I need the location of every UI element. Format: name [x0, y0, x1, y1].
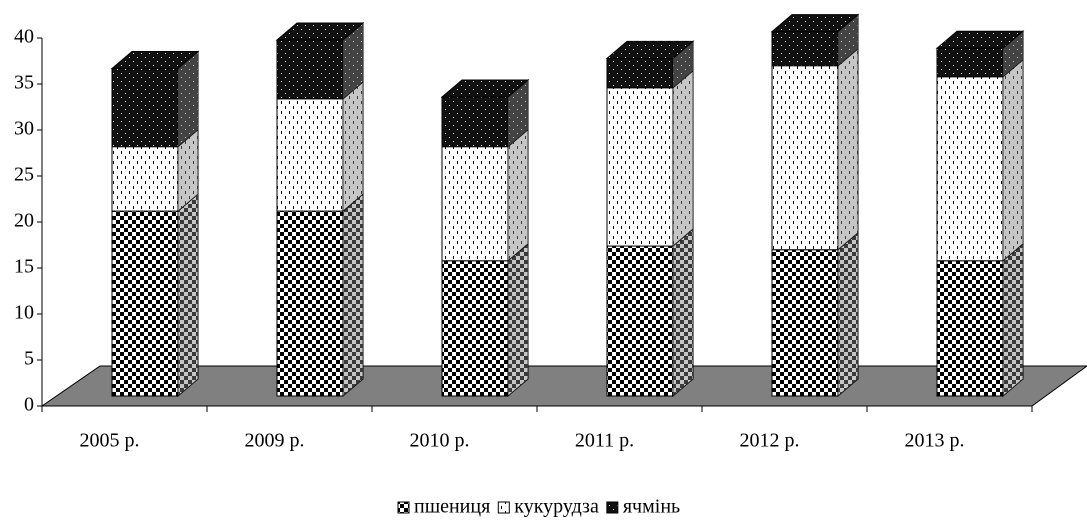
- bar-segment: [606, 87, 674, 247]
- x-tick-label: 2009 р.: [245, 430, 305, 452]
- y-tick-label: 15: [14, 256, 34, 278]
- bar-side-shade: [673, 70, 693, 247]
- bar-side-shade: [673, 41, 693, 88]
- floor: [40, 365, 1087, 407]
- bar-top: [440, 79, 530, 98]
- bar-side-shade: [508, 243, 528, 396]
- legend-swatch: [397, 501, 410, 514]
- bar-segment: [441, 96, 509, 148]
- bar-side-shade: [343, 22, 363, 99]
- bar-side-shade: [343, 81, 363, 212]
- bar-segment: [606, 57, 674, 89]
- bar-side-shade: [178, 194, 198, 396]
- y-tick-label: 40: [14, 26, 34, 48]
- bar-top: [770, 14, 860, 33]
- legend-label: кукурудза: [514, 496, 599, 518]
- bar-top: [605, 40, 695, 59]
- y-tick-label: 5: [24, 348, 34, 370]
- bar-side-shade: [838, 232, 858, 396]
- y-tick-label: 10: [14, 302, 34, 324]
- bar-side-shade: [178, 129, 198, 212]
- bar-side-shade: [508, 129, 528, 261]
- bar-top: [110, 50, 200, 69]
- legend-swatch: [497, 501, 510, 514]
- bar-segment: [111, 146, 179, 212]
- y-tick-label: 35: [14, 72, 34, 94]
- bar-segment: [771, 31, 839, 67]
- bar-top: [935, 30, 1025, 49]
- bar-side-shade: [1003, 59, 1023, 261]
- bar-segment: [276, 210, 344, 397]
- x-tick-label: 2005 р.: [80, 430, 140, 452]
- bar-segment: [441, 146, 509, 262]
- y-tick-label: 20: [14, 210, 34, 232]
- bar-segment: [771, 249, 839, 397]
- bar-top: [275, 22, 365, 41]
- bar-segment: [606, 245, 674, 397]
- bar-segment: [771, 65, 839, 251]
- x-tick-label: 2013 р.: [905, 430, 965, 452]
- x-tick-label: 2012 р.: [740, 430, 800, 452]
- bar-segment: [936, 76, 1004, 262]
- bar-side-shade: [1003, 31, 1023, 77]
- bar-segment: [111, 210, 179, 397]
- legend-label: пшениця: [414, 496, 490, 518]
- bar-side-shade: [673, 229, 693, 396]
- x-tick-label: 2010 р.: [410, 430, 470, 452]
- bar-side-shade: [178, 51, 198, 147]
- bar-segment: [276, 39, 344, 100]
- bar-segment: [936, 260, 1004, 397]
- y-tick-label: 30: [14, 118, 34, 140]
- bar-segment: [276, 98, 344, 212]
- x-tick-label: 2011 р.: [575, 430, 634, 452]
- bar-side-shade: [508, 80, 528, 147]
- legend-swatch: [606, 501, 619, 514]
- legend-label: ячмінь: [623, 496, 680, 518]
- y-tick-label: 0: [24, 394, 34, 416]
- bar-side-shade: [1003, 243, 1023, 396]
- bar-segment: [441, 260, 509, 397]
- bar-side-shade: [838, 48, 858, 250]
- bar-segment: [111, 67, 179, 148]
- bar-segment: [936, 47, 1004, 78]
- y-tick-label: 25: [14, 164, 34, 186]
- bar-side-shade: [343, 194, 363, 396]
